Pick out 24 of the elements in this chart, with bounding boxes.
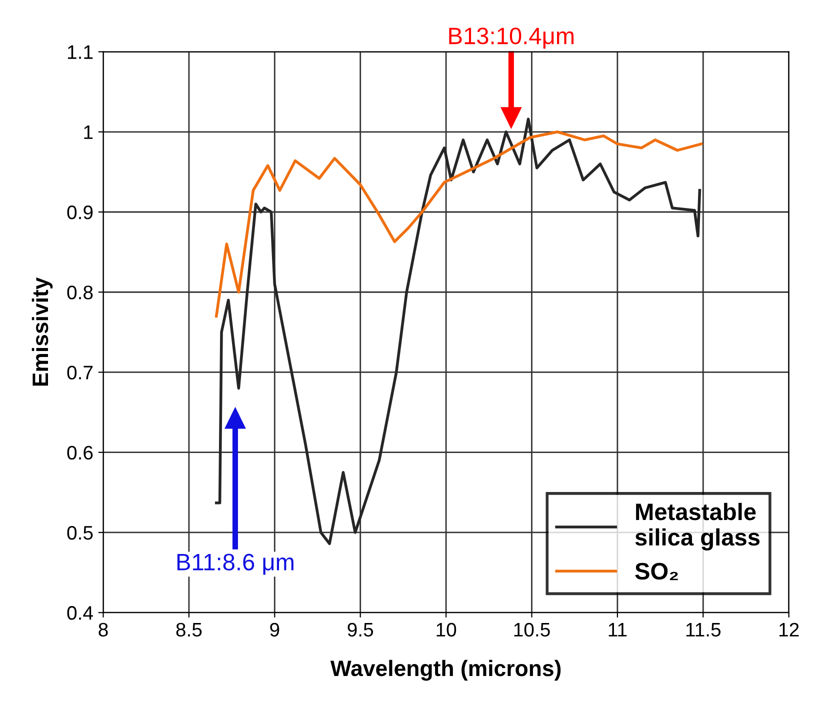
y-tick-label: 0.9 <box>67 205 93 220</box>
text: B13:10.4μm <box>449 28 574 49</box>
y-tick-label: 0.4 <box>67 606 93 620</box>
y-tick-label: 1.1 <box>68 45 93 59</box>
y-tick-label: 0.7 <box>67 366 93 380</box>
x-tick-label: 10 <box>436 622 456 637</box>
x-tick-label: 11.5 <box>686 623 721 637</box>
x-tick-label: 12 <box>780 622 799 636</box>
x-tick-label: 9 <box>270 622 280 637</box>
y-axis-title: Emissivity <box>32 277 53 386</box>
annotation: B11:8.6 μm <box>177 554 294 575</box>
x-tick-label: 11 <box>608 623 627 636</box>
y-tick-label: 0.8 <box>67 286 93 300</box>
y-tick-label: 0.6 <box>67 446 93 460</box>
x-axis-title: Wavelength (microns) <box>330 660 561 681</box>
x-tick-label: 10.5 <box>514 622 550 637</box>
line-series <box>214 130 703 318</box>
x-tick-label: 8 <box>98 622 108 637</box>
y-tick-label: 0.5 <box>67 526 93 540</box>
y-tick-label: 1 <box>84 126 93 139</box>
x-tick-label: 8.5 <box>176 622 202 637</box>
legend-label: SO₂ <box>635 562 678 580</box>
legend-label: Metastable silica glass <box>635 502 760 550</box>
x-tick-label: 9.5 <box>348 622 374 637</box>
